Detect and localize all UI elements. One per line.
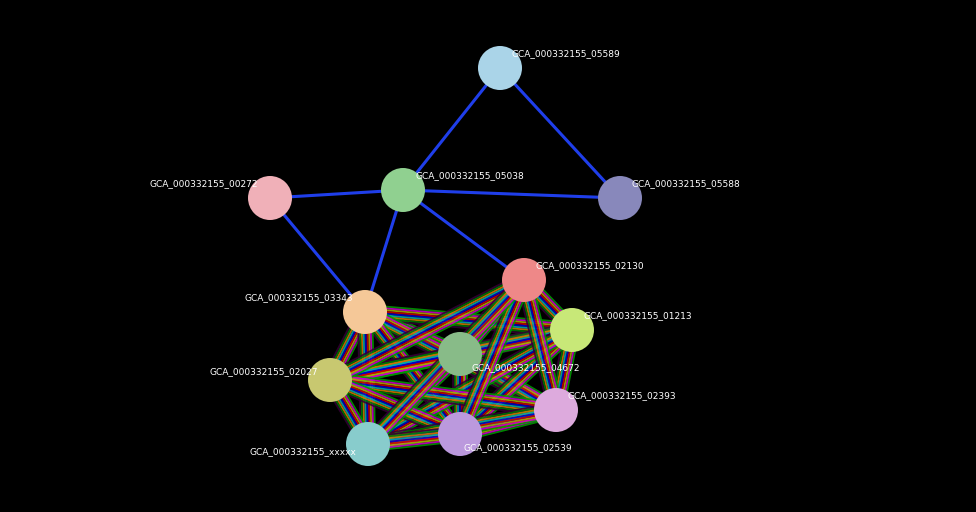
Circle shape [598, 176, 642, 220]
Text: GCA_000332155_01213: GCA_000332155_01213 [584, 311, 693, 321]
Text: GCA_000332155_04672: GCA_000332155_04672 [472, 364, 581, 373]
Circle shape [248, 176, 292, 220]
Text: GCA_000332155_02393: GCA_000332155_02393 [568, 392, 676, 400]
Text: GCA_000332155_02539: GCA_000332155_02539 [464, 443, 573, 453]
Text: GCA_000332155_02027: GCA_000332155_02027 [210, 368, 318, 376]
Text: GCA_000332155_05588: GCA_000332155_05588 [632, 180, 741, 188]
Text: GCA_000332155_02130: GCA_000332155_02130 [536, 262, 644, 270]
Text: GCA_000332155_03343: GCA_000332155_03343 [244, 293, 353, 303]
Circle shape [534, 388, 578, 432]
Circle shape [343, 290, 387, 334]
Circle shape [308, 358, 352, 402]
Text: GCA_000332155_xxxxx: GCA_000332155_xxxxx [249, 447, 356, 457]
Text: GCA_000332155_05038: GCA_000332155_05038 [415, 172, 524, 181]
Circle shape [550, 308, 594, 352]
Text: GCA_000332155_05589: GCA_000332155_05589 [512, 50, 621, 58]
Circle shape [346, 422, 390, 466]
Text: GCA_000332155_00272: GCA_000332155_00272 [149, 180, 258, 188]
Circle shape [381, 168, 425, 212]
Circle shape [502, 258, 546, 302]
Circle shape [478, 46, 522, 90]
Circle shape [438, 412, 482, 456]
Circle shape [438, 332, 482, 376]
